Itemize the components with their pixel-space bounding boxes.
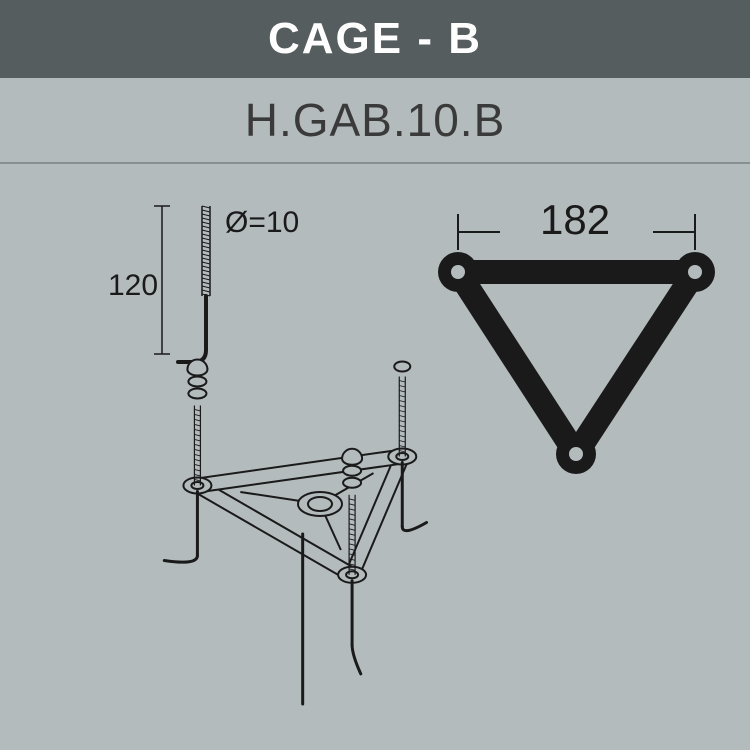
subtitle-text: H.GAB.10.B	[245, 93, 506, 147]
diagram-canvas: 182 120 Ø=10	[0, 164, 750, 750]
assembly-isometric	[0, 164, 750, 750]
subtitle-bar: H.GAB.10.B	[0, 78, 750, 162]
title-bar: CAGE - B	[0, 0, 750, 78]
triangle-width-label: 182	[540, 196, 610, 244]
bolt-diameter-label: Ø=10	[225, 206, 299, 240]
bolt-height-label: 120	[108, 269, 158, 303]
title-text: CAGE - B	[268, 14, 482, 64]
